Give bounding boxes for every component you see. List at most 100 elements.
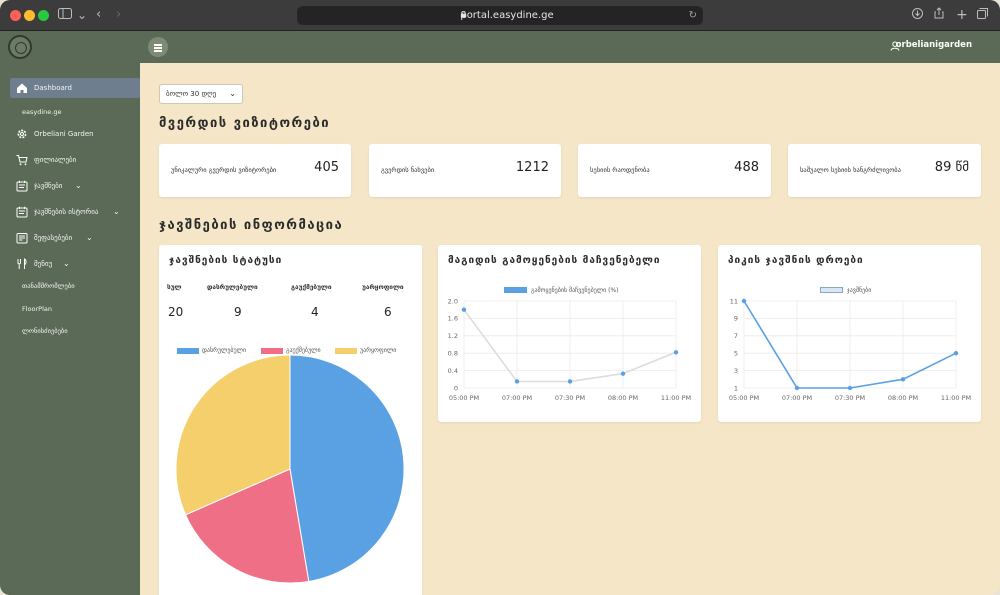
period-select-value: ბოლო 30 დღე [166,90,217,98]
chevron-down-icon: ⌄ [113,207,120,216]
sidebar-toggle-icon[interactable] [58,7,72,23]
legend-label-cancelled: გაუქმებული [286,347,321,354]
y-tick-label: 1 [734,384,738,392]
sidebar: Dashboard easydine.ge Orbeliani Garden ფ… [0,63,140,595]
calendar-history-icon [16,206,28,218]
x-tick-label: 11:00 PM [661,394,691,402]
sidebar-item-reservation-history[interactable]: ჯავშნების ისტორია ⌄ [10,202,140,222]
sidebar-item-menu[interactable]: მენიუ ⌄ [10,254,140,274]
y-tick-label: 5 [734,350,738,358]
x-tick-label: 08:00 PM [608,394,638,402]
stat-value: 1212 [515,160,549,175]
status-value-rejected: 6 [384,305,392,319]
stat-card-unique-visitors: უნიკალური გვერდის ვიზიტორები 405 [159,144,351,197]
sidebar-item-orbeliani-garden[interactable]: Orbeliani Garden [10,124,140,144]
chevron-down-icon: ⌄ [86,233,93,242]
pie-slice[interactable] [184,468,310,584]
download-icon[interactable] [912,7,923,23]
calendar-icon [16,180,28,192]
visitors-section-title: მვერდის ვიზიტორები [159,116,331,131]
x-tick-label: 11:00 PM [941,394,971,402]
minimize-window-button[interactable] [24,10,35,21]
period-select[interactable]: ბოლო 30 დღე ⌄ [159,84,243,104]
status-header-completed: დასრულებული [207,283,258,291]
pie-slice[interactable] [289,354,405,583]
data-point[interactable] [900,377,906,382]
back-arrow-icon[interactable]: ‹ [96,7,102,22]
gear-icon [16,128,28,140]
panel-title: ჯავშნების სტატუსი [169,255,283,266]
legend-swatch-rejected[interactable] [335,348,357,354]
panel-title: პიკის ჯავშნის დროები [728,255,864,266]
table-usage-line-chart: 0 0.4 0.8 1.2 1.6 2.0 05:00 PM 07:00 PM 07:30 PM… [448,297,692,402]
data-point[interactable] [673,350,679,355]
y-tick-label: 0.4 [448,367,458,375]
data-point[interactable] [847,385,853,391]
legend-swatch-completed[interactable] [177,348,199,354]
y-tick-label: 9 [734,315,738,323]
sidebar-item-staff[interactable]: თანამშრომლები [22,282,75,290]
y-tick-label: 1.6 [448,315,458,323]
stat-value: 405 [314,160,339,175]
reservation-status-panel: ჯავშნების სტატუსი სულ დასრულებული გაუქმე… [159,245,422,595]
legend-swatch-reservations[interactable] [820,287,843,293]
status-value-cancelled: 4 [311,305,319,319]
address-bar[interactable]: portal.easydine.ge ↻ [297,6,703,25]
x-tick-label: 07:00 PM [502,394,532,402]
legend-label-completed: დასრულებული [202,347,247,354]
sidebar-item-branches[interactable]: ფილიალები [10,150,140,170]
stat-card-sessions: სესიის რაოდენობა 488 [578,144,771,197]
y-tick-label: 0 [454,384,458,392]
browser-toolbar: ⌄ ‹ › portal.easydine.ge ↻ + [0,0,1000,31]
sidebar-item-reviews[interactable]: შეფასებები ⌄ [10,228,140,248]
stat-value: 488 [734,160,759,175]
sidebar-item-label: Orbeliani Garden [34,130,94,138]
data-point[interactable] [514,379,520,384]
new-tab-icon[interactable]: + [956,7,968,23]
app-header: orbelianigarden [0,31,1000,63]
user-menu[interactable]: orbelianigarden [895,40,972,50]
data-point[interactable] [794,385,800,391]
user-icon [890,41,900,51]
peak-times-line-chart: 1 3 5 7 9 11 05:00 PM 07:00 PM 07:30 PM 08:00 PM 1… [729,297,971,402]
data-point[interactable] [953,350,959,356]
close-window-button[interactable] [10,10,21,21]
status-header-total: სულ [167,283,182,291]
data-point[interactable] [567,379,573,384]
restaurant-logo[interactable] [8,35,32,59]
home-icon [16,82,28,94]
x-tick-label: 05:00 PM [449,394,479,402]
sidebar-item-events[interactable]: ლონისძიებები [22,327,68,335]
stat-label: საშუალო სესიის ხანგრძლივობა [800,166,901,174]
stat-card-page-views: გვერდის ნახვები 1212 [369,144,561,197]
legend-label-rejected: უარყოფილი [360,347,397,354]
legend-swatch-cancelled[interactable] [261,348,283,354]
sidebar-item-easydine[interactable]: easydine.ge [22,108,62,116]
maximize-window-button[interactable] [38,10,49,21]
data-point[interactable] [741,298,747,304]
pie-slice[interactable] [175,354,291,516]
forward-arrow-icon[interactable]: › [116,7,122,22]
x-tick-label: 07:30 PM [555,394,585,402]
sidebar-item-reservations[interactable]: ჯავშნები ⌄ [10,176,140,196]
sidebar-item-dashboard[interactable]: Dashboard [10,78,140,98]
y-tick-label: 11 [730,297,738,305]
sidebar-item-label: ჯავშნები [34,182,63,190]
data-point[interactable] [461,307,467,312]
sidebar-item-label: Dashboard [34,84,72,92]
status-value-completed: 9 [234,305,242,319]
y-tick-label: 2.0 [448,297,458,305]
status-header-rejected: უარყოფილი [362,283,404,291]
url-text: portal.easydine.ge [460,10,554,21]
data-point[interactable] [620,371,626,376]
sidebar-item-floorplan[interactable]: FloorPlan [22,305,52,313]
chevron-down-icon[interactable]: ⌄ [77,8,88,22]
reload-icon[interactable]: ↻ [688,10,697,21]
legend-swatch-usage[interactable] [504,287,527,293]
tab-overview-icon[interactable] [977,7,988,23]
menu-toggle-button[interactable] [148,37,168,57]
x-tick-label: 05:00 PM [729,394,759,402]
stat-label: სესიის რაოდენობა [590,166,650,174]
share-icon[interactable] [934,7,944,23]
sidebar-item-label: ჯავშნების ისტორია [34,208,99,216]
